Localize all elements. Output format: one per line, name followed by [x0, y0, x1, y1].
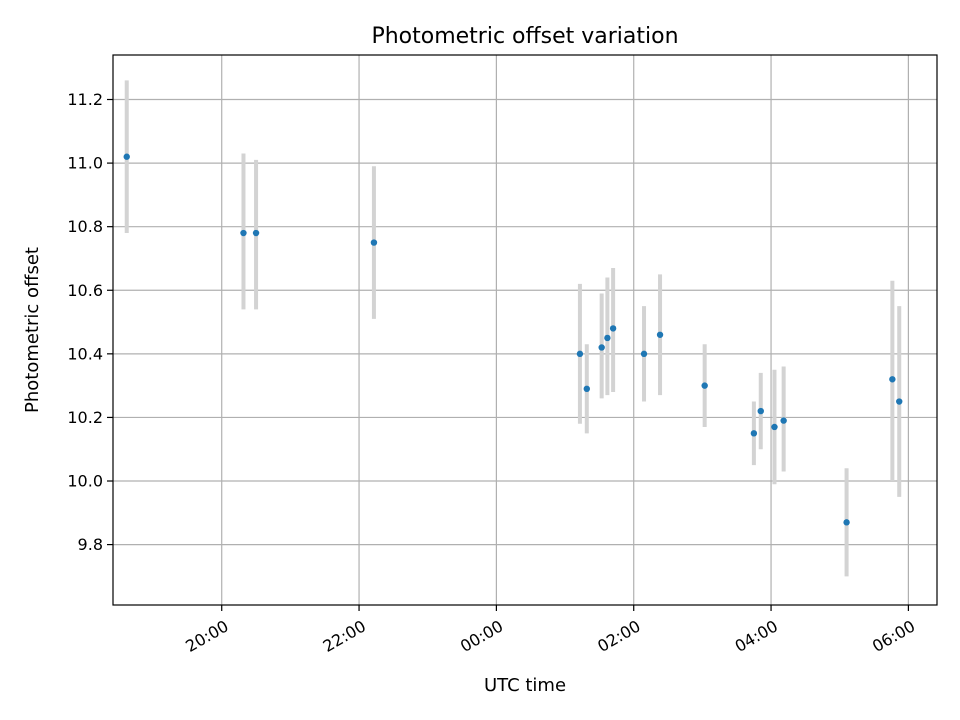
y-tick-label: 10.6 [67, 281, 103, 300]
data-point [609, 325, 617, 332]
data-point [701, 382, 708, 389]
data-point [656, 331, 664, 338]
data-point [750, 430, 758, 437]
data-point [240, 229, 247, 237]
data-point [889, 376, 896, 383]
y-tick-label: 9.8 [78, 535, 103, 554]
data-point [843, 519, 850, 526]
data-point [123, 153, 130, 160]
chart-title: Photometric offset variation [371, 24, 678, 49]
data-point [252, 229, 260, 237]
data-point [583, 385, 590, 393]
data-point [598, 344, 605, 351]
data-point [780, 417, 787, 424]
data-point [896, 398, 903, 405]
data-point [576, 350, 584, 358]
data-point [757, 407, 764, 415]
x-axis-label: UTC time [484, 675, 566, 696]
y-tick-label: 10.4 [67, 344, 103, 363]
y-tick-layer: 9.8 10.0 10.2 10.4 10.6 10.8 11.0 11.2 [67, 90, 113, 554]
point-layer [123, 153, 903, 526]
y-tick-label: 10.2 [67, 408, 103, 427]
y-tick-label: 10.0 [67, 472, 103, 491]
y-axis-label: Photometric offset [22, 247, 43, 413]
data-point [771, 423, 778, 431]
y-tick-label: 11.2 [67, 90, 103, 109]
plot-frame [112, 54, 938, 606]
data-point [604, 334, 611, 342]
y-tick-label: 10.8 [67, 217, 103, 236]
data-point [370, 239, 378, 246]
y-tick-label: 11.0 [67, 154, 103, 173]
grid-layer [113, 55, 937, 605]
data-point [640, 350, 648, 358]
